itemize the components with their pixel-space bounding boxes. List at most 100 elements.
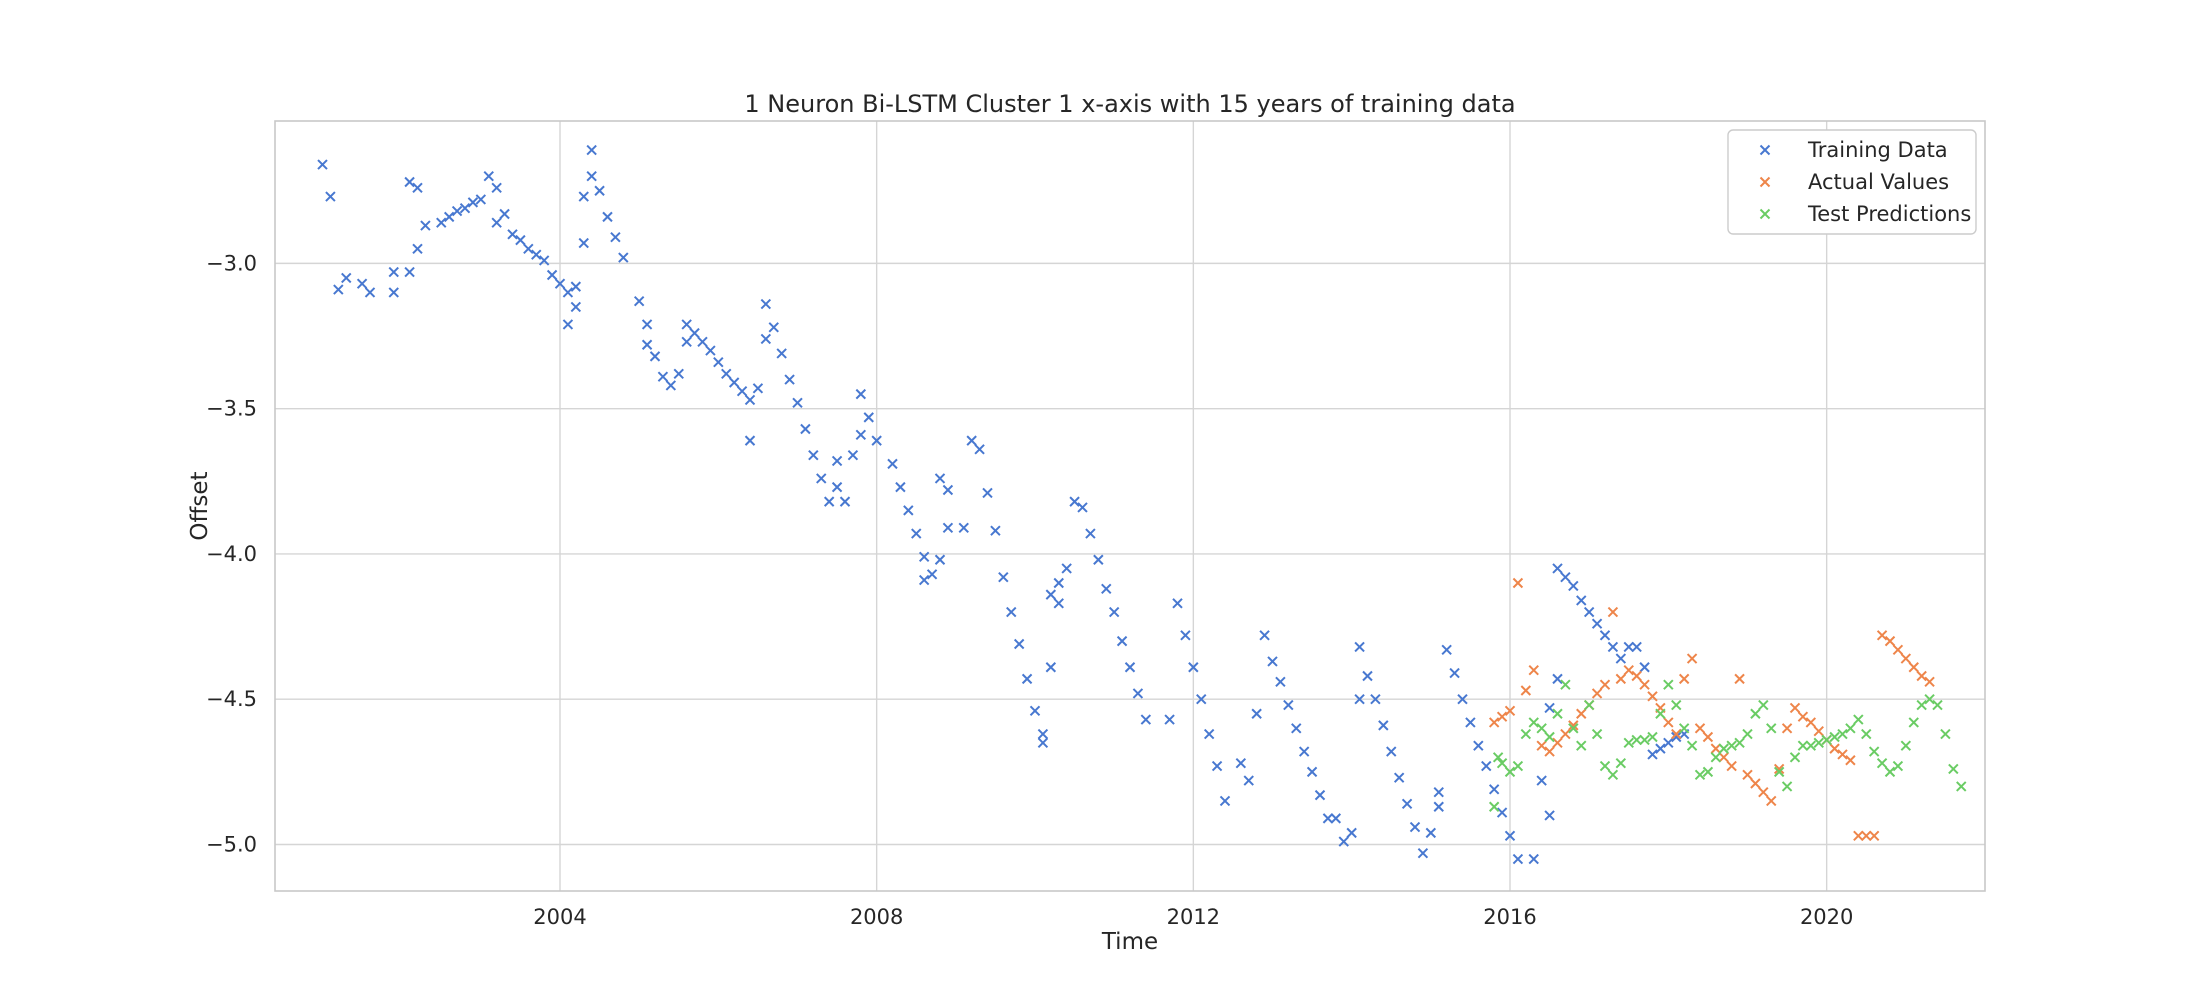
data-point (1512, 853, 1524, 865)
data-point (1599, 630, 1611, 641)
data-point (1750, 708, 1761, 719)
data-point (1655, 743, 1666, 754)
data-point (934, 473, 946, 484)
x-tick-label: 2020 (1800, 905, 1853, 929)
data-point (1520, 685, 1532, 696)
data-point (1805, 717, 1817, 728)
data-point (1346, 827, 1357, 839)
data-point (586, 171, 597, 182)
legend-label: Training Data (1807, 138, 1948, 162)
data-point (1512, 577, 1524, 589)
data-point (1686, 653, 1698, 664)
data-point (982, 487, 993, 499)
data-point (546, 269, 558, 281)
data-point (673, 368, 684, 379)
data-point (412, 243, 423, 255)
data-point (1718, 752, 1729, 763)
data-point (1631, 734, 1642, 746)
data-point (1560, 571, 1571, 583)
data-point (681, 319, 692, 330)
data-point (1956, 781, 1967, 792)
data-point (1196, 694, 1207, 705)
data-point (1496, 757, 1508, 769)
data-point (1742, 728, 1753, 740)
x-tick-label: 2008 (850, 905, 903, 929)
data-point (1884, 766, 1896, 778)
data-point (594, 185, 605, 196)
data-point (839, 496, 851, 507)
legend-item: Test Predictions (1759, 202, 1971, 226)
data-point (491, 182, 502, 194)
data-point (768, 322, 779, 333)
data-point (918, 574, 930, 586)
data-point (1045, 589, 1057, 600)
data-point (1037, 737, 1049, 749)
data-point (1924, 694, 1935, 705)
data-point (1702, 766, 1714, 778)
data-point (847, 449, 859, 461)
data-point (1821, 734, 1832, 746)
data-point (1781, 723, 1793, 734)
chart-title: 1 Neuron Bi-LSTM Cluster 1 x-axis with 1… (744, 90, 1515, 118)
data-point (1607, 769, 1619, 780)
legend-label: Actual Values (1808, 170, 1949, 194)
data-point (1560, 679, 1571, 690)
data-point (1678, 723, 1690, 734)
data-point (689, 327, 700, 339)
data-point (641, 339, 653, 350)
data-point (1591, 618, 1603, 629)
data-point (855, 388, 867, 400)
data-point (483, 171, 494, 182)
data-point (1504, 830, 1516, 841)
data-point (1536, 775, 1547, 786)
data-point (1655, 708, 1666, 719)
data-point (1053, 577, 1064, 589)
data-point (1884, 635, 1896, 647)
data-point (831, 455, 843, 467)
data-point (958, 522, 969, 533)
data-point (364, 287, 376, 298)
data-point (475, 194, 487, 205)
data-point (1853, 714, 1864, 725)
legend-marker (1759, 176, 1771, 188)
x-tick-labels: 2004 2008 2012 2016 2020 (533, 905, 1853, 929)
data-point (1599, 679, 1611, 690)
data-point (1576, 740, 1587, 751)
data-point (1528, 717, 1539, 728)
data-point (1710, 752, 1722, 763)
data-point (1362, 670, 1373, 682)
data-point (1544, 702, 1555, 714)
data-point (1536, 740, 1547, 751)
data-point (1164, 714, 1175, 725)
data-point (657, 371, 669, 382)
data-point (1615, 673, 1627, 685)
data-point (507, 229, 518, 240)
data-point (1219, 795, 1231, 807)
data-point (1037, 728, 1049, 740)
data-point (1006, 606, 1017, 618)
data-point (934, 554, 946, 565)
data-point (562, 287, 574, 298)
data-point (808, 449, 819, 461)
data-point (1568, 723, 1579, 734)
data-point (538, 255, 550, 266)
data-point (388, 266, 399, 278)
data-point (1758, 699, 1769, 711)
data-point (1132, 688, 1144, 699)
data-point (562, 319, 574, 330)
data-point (1758, 787, 1769, 798)
data-point (1663, 679, 1674, 690)
data-point (1172, 598, 1183, 609)
y-tick-label: −4.0 (206, 542, 257, 566)
data-point (760, 333, 772, 345)
data-point (554, 278, 566, 289)
data-point (1298, 746, 1310, 757)
data-point (895, 481, 906, 493)
plot-frame (274, 120, 1986, 892)
data-point (974, 444, 985, 455)
legend-label: Test Predictions (1807, 202, 1971, 226)
data-point (420, 220, 431, 231)
data-point (1916, 699, 1927, 711)
data-point (388, 287, 399, 298)
data-point (1338, 836, 1349, 847)
